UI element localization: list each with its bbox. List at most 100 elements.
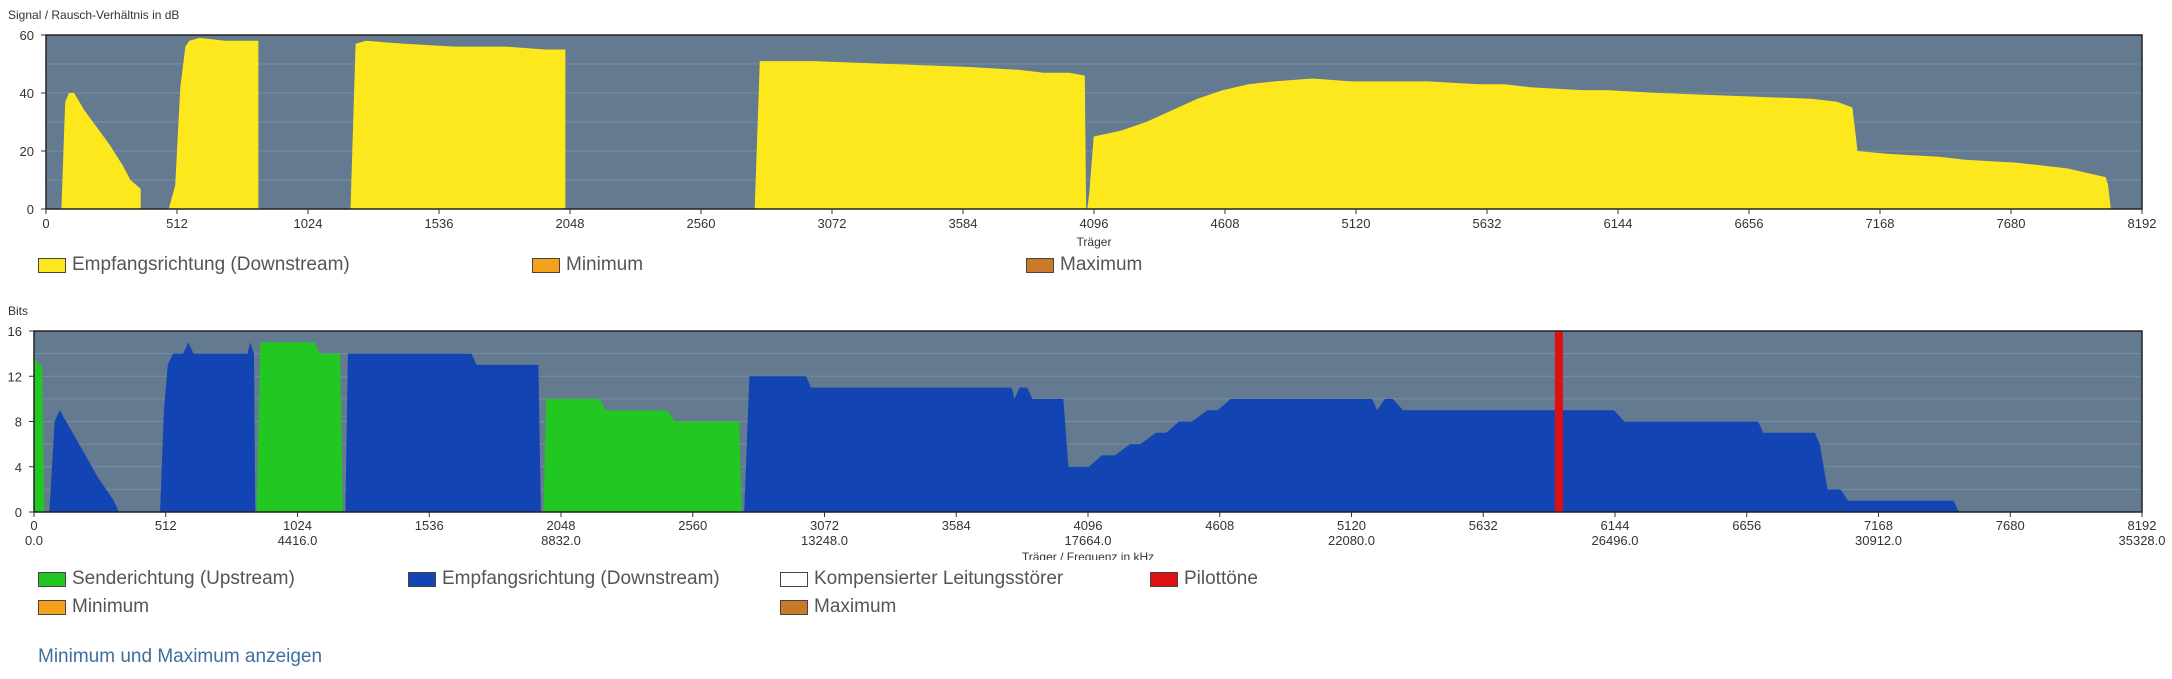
x-tick-label: 4608 bbox=[1205, 518, 1234, 533]
series-area bbox=[61, 93, 141, 209]
x-tick-label: 6144 bbox=[1601, 518, 1630, 533]
snr-legend: Empfangsrichtung (Downstream) Minimum Ma… bbox=[38, 254, 2138, 282]
x-tick-label: 3072 bbox=[818, 216, 847, 231]
x-tick-label: 2048 bbox=[547, 518, 576, 533]
legend-swatch bbox=[1026, 257, 1054, 273]
x-tick-label: 0 bbox=[42, 216, 49, 231]
x-tick-label: 6656 bbox=[1732, 518, 1761, 533]
x-tick-label: 7168 bbox=[1864, 518, 1893, 533]
x-tick-label: 5632 bbox=[1469, 518, 1498, 533]
series-area bbox=[160, 342, 256, 512]
legend-label: Maximum bbox=[1060, 254, 1143, 275]
x-frequency-label: 4416.0 bbox=[278, 533, 318, 548]
x-tick-label: 8192 bbox=[2128, 518, 2157, 533]
x-tick-label: 5632 bbox=[1473, 216, 1502, 231]
legend-swatch bbox=[38, 571, 66, 587]
legend-item-bits-minimum[interactable]: Minimum bbox=[38, 596, 149, 618]
legend-item-pilot[interactable]: Pilottöne bbox=[1150, 568, 1258, 590]
legend-label: Empfangsrichtung (Downstream) bbox=[442, 568, 720, 589]
x-tick-label: 6144 bbox=[1604, 216, 1633, 231]
legend-swatch bbox=[38, 257, 66, 273]
x-frequency-label: 30912.0 bbox=[1855, 533, 1902, 548]
y-tick-label: 60 bbox=[20, 28, 34, 43]
x-tick-label: 1024 bbox=[283, 518, 312, 533]
series-area bbox=[754, 61, 1087, 209]
x-tick-label: 8192 bbox=[2128, 216, 2157, 231]
legend-item-bits-maximum[interactable]: Maximum bbox=[780, 596, 896, 618]
x-frequency-label: 17664.0 bbox=[1065, 533, 1112, 548]
x-tick-label: 4608 bbox=[1211, 216, 1240, 231]
y-tick-label: 4 bbox=[15, 460, 22, 475]
series-area bbox=[744, 376, 1959, 512]
legend-swatch bbox=[1150, 571, 1178, 587]
x-tick-label: 1536 bbox=[415, 518, 444, 533]
x-tick-label: 2048 bbox=[556, 216, 585, 231]
legend-item-snr-minimum[interactable]: Minimum bbox=[532, 254, 643, 276]
x-tick-label: 7680 bbox=[1996, 518, 2025, 533]
y-tick-label: 0 bbox=[27, 202, 34, 217]
x-frequency-label: 0.0 bbox=[25, 533, 43, 548]
legend-item-compensated[interactable]: Kompensierter Leitungsstörer bbox=[780, 568, 1063, 590]
chart-title: Bits bbox=[8, 304, 28, 318]
legend-item-snr-maximum[interactable]: Maximum bbox=[1026, 254, 1142, 276]
series-area bbox=[256, 342, 343, 512]
series-area bbox=[543, 398, 742, 512]
x-tick-label: 4096 bbox=[1080, 216, 1109, 231]
y-tick-label: 40 bbox=[20, 86, 34, 101]
x-tick-label: 7680 bbox=[1997, 216, 2026, 231]
y-tick-label: 8 bbox=[15, 415, 22, 430]
legend-swatch bbox=[780, 599, 808, 615]
x-tick-label: 1536 bbox=[425, 216, 454, 231]
x-tick-label: 4096 bbox=[1074, 518, 1103, 533]
legend-label: Minimum bbox=[72, 596, 150, 617]
x-tick-label: 3072 bbox=[810, 518, 839, 533]
series-area bbox=[34, 353, 45, 512]
series-area bbox=[168, 37, 259, 210]
y-tick-label: 20 bbox=[20, 144, 34, 159]
legend-label: Senderichtung (Upstream) bbox=[72, 568, 295, 589]
legend-label: Kompensierter Leitungsstörer bbox=[814, 568, 1064, 589]
x-frequency-label: 8832.0 bbox=[541, 533, 581, 548]
legend-label: Minimum bbox=[566, 254, 644, 275]
x-tick-label: 1024 bbox=[294, 216, 323, 231]
x-tick-label: 7168 bbox=[1866, 216, 1895, 231]
legend-item-downstream[interactable]: Empfangsrichtung (Downstream) bbox=[408, 568, 720, 590]
bits-legend: Senderichtung (Upstream) Empfangsrichtun… bbox=[38, 568, 2138, 628]
pilot-tone-bar bbox=[1554, 331, 1563, 512]
legend-item-upstream[interactable]: Senderichtung (Upstream) bbox=[38, 568, 295, 590]
legend-swatch bbox=[532, 257, 560, 273]
y-tick-label: 12 bbox=[8, 369, 22, 384]
chart-title: Signal / Rausch-Verhältnis in dB bbox=[8, 8, 179, 22]
x-axis-label: Träger bbox=[1077, 235, 1112, 249]
x-tick-label: 2560 bbox=[687, 216, 716, 231]
legend-label: Maximum bbox=[814, 596, 897, 617]
charts-canvas: Signal / Rausch-Verhältnis in dB02040600… bbox=[8, 8, 2166, 560]
series-area bbox=[350, 40, 566, 209]
series-area bbox=[49, 410, 119, 512]
legend-label: Pilottöne bbox=[1184, 568, 1258, 589]
x-frequency-label: 13248.0 bbox=[801, 533, 848, 548]
x-tick-label: 6656 bbox=[1735, 216, 1764, 231]
legend-item-snr-downstream[interactable]: Empfangsrichtung (Downstream) bbox=[38, 254, 350, 276]
x-tick-label: 5120 bbox=[1337, 518, 1366, 533]
x-tick-label: 512 bbox=[155, 518, 177, 533]
series-area bbox=[1087, 78, 2111, 209]
x-frequency-label: 22080.0 bbox=[1328, 533, 1375, 548]
x-frequency-label: 26496.0 bbox=[1592, 533, 1639, 548]
x-axis-label: Träger / Frequenz in kHz bbox=[1022, 550, 1154, 560]
x-tick-label: 3584 bbox=[949, 216, 978, 231]
y-tick-label: 0 bbox=[15, 505, 22, 520]
series-area bbox=[345, 353, 541, 512]
y-tick-label: 16 bbox=[8, 324, 22, 339]
x-tick-label: 0 bbox=[30, 518, 37, 533]
legend-swatch bbox=[38, 599, 66, 615]
x-tick-label: 2560 bbox=[678, 518, 707, 533]
x-tick-label: 512 bbox=[166, 216, 188, 231]
x-tick-label: 5120 bbox=[1342, 216, 1371, 231]
x-frequency-label: 35328.0 bbox=[2119, 533, 2166, 548]
legend-label: Empfangsrichtung (Downstream) bbox=[72, 254, 350, 275]
legend-swatch bbox=[780, 571, 808, 587]
show-min-max-link[interactable]: Minimum und Maximum anzeigen bbox=[38, 646, 323, 667]
legend-swatch bbox=[408, 571, 436, 587]
x-tick-label: 3584 bbox=[942, 518, 971, 533]
